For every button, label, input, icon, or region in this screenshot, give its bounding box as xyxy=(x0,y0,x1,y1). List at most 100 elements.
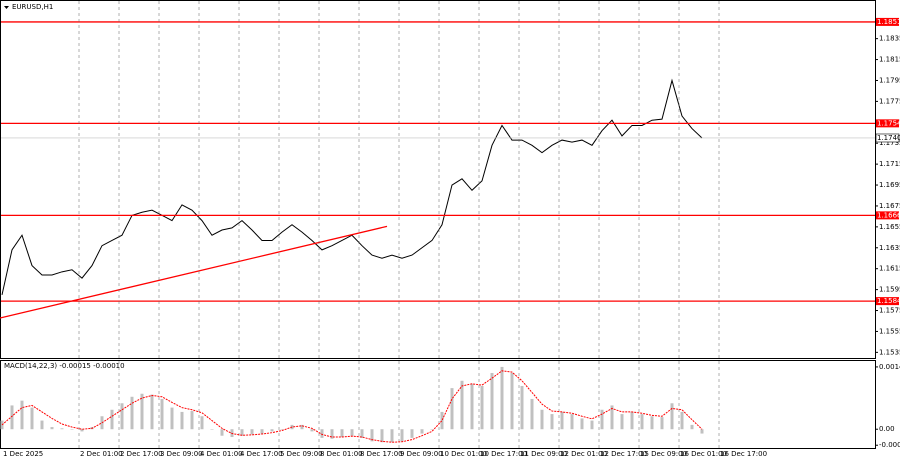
trend-line xyxy=(0,225,388,319)
macd-bar xyxy=(640,414,644,430)
macd-pane xyxy=(0,360,876,449)
macd-bar xyxy=(450,388,454,430)
time-label: 10 Dec 17:00 xyxy=(480,450,527,458)
macd-bar xyxy=(80,429,84,432)
time-label: 1 Dec 2025 xyxy=(3,450,43,458)
macd-bar xyxy=(280,429,284,430)
time-label: 11 Dec 09:00 xyxy=(520,450,567,458)
macd-bar xyxy=(600,409,604,430)
macd-bar xyxy=(60,428,64,430)
macd-bar xyxy=(560,411,564,430)
macd-bar xyxy=(30,407,34,430)
y-tick-label: 1.1735 xyxy=(879,139,900,147)
macd-bar xyxy=(390,429,394,443)
y-tick-label: 1.1815 xyxy=(879,56,900,64)
y-tick-label: 0.00144 xyxy=(879,363,900,371)
current-price-box xyxy=(875,133,900,143)
macd-bar xyxy=(20,400,24,430)
y-tick-label: 1.1655 xyxy=(879,223,900,231)
macd-bar xyxy=(130,396,134,430)
macd-bar xyxy=(240,429,244,436)
macd-bar xyxy=(260,429,264,434)
y-tick-label: 0.00 xyxy=(879,425,895,433)
level-label-box xyxy=(876,297,899,306)
macd-bar xyxy=(590,420,594,430)
y-tick-label: 1.1575 xyxy=(879,307,900,315)
macd-bar xyxy=(160,398,164,430)
time-label: 3 Dec 09:00 xyxy=(160,450,203,458)
macd-bar xyxy=(270,429,274,432)
macd-bar xyxy=(360,429,364,438)
symbol-menu-icon[interactable] xyxy=(4,6,9,9)
y-tick-label: 1.1695 xyxy=(879,181,900,189)
macd-bar xyxy=(520,385,524,430)
macd-bar xyxy=(700,429,704,434)
time-label: 2 Dec 01:00 xyxy=(80,450,123,458)
macd-bar xyxy=(660,417,664,430)
macd-bar xyxy=(500,366,504,430)
macd-bar xyxy=(350,429,354,436)
level-label-box xyxy=(876,17,899,26)
macd-bar xyxy=(580,418,584,430)
time-label: 10 Dec 01:00 xyxy=(440,450,487,458)
level-label: 1.1754 xyxy=(877,119,900,127)
macd-bar xyxy=(610,405,614,430)
macd-bar xyxy=(530,398,534,430)
macd-bar xyxy=(310,429,314,432)
macd-bar xyxy=(120,403,124,430)
macd-bar xyxy=(680,411,684,430)
y-tick-label: 1.1555 xyxy=(879,327,900,335)
macd-bar xyxy=(40,420,44,430)
time-label: 12 Dec 17:00 xyxy=(600,450,647,458)
macd-bar xyxy=(620,414,624,430)
macd-bar xyxy=(480,385,484,430)
time-label: 8 Dec 01:00 xyxy=(320,450,363,458)
y-tick-label: 1.1795 xyxy=(879,76,900,84)
time-label: 9 Dec 09:00 xyxy=(400,450,443,458)
macd-bar xyxy=(380,429,384,443)
macd-bar xyxy=(210,429,214,430)
macd-bar xyxy=(220,429,224,436)
macd-bar xyxy=(540,409,544,430)
level-label: 1.1584 xyxy=(877,297,900,305)
macd-bar xyxy=(190,411,194,430)
macd-bar xyxy=(570,414,574,430)
macd-bar xyxy=(690,424,694,430)
time-label: 4 Dec 17:00 xyxy=(240,450,283,458)
y-tick-label: 1.1635 xyxy=(879,244,900,252)
macd-bar xyxy=(410,429,414,438)
macd-bar xyxy=(440,411,444,430)
macd-bar xyxy=(670,403,674,430)
level-label: 1.1851 xyxy=(877,18,900,26)
macd-bar xyxy=(340,429,344,438)
macd-bar xyxy=(630,411,634,430)
time-label: 16 Dec 17:00 xyxy=(720,450,767,458)
macd-bar xyxy=(250,429,254,435)
macd-title: MACD(14,22,3) -0.00015 -0.00010 xyxy=(4,362,125,370)
y-tick-label: 1.1675 xyxy=(879,202,900,210)
signal-line xyxy=(1,370,703,443)
y-tick-label: 1.1595 xyxy=(879,286,900,294)
macd-bar xyxy=(370,429,374,442)
macd-bar xyxy=(150,394,154,430)
macd-bar xyxy=(420,429,424,434)
time-label: 4 Dec 01:00 xyxy=(200,450,243,458)
time-label: 12 Dec 01:00 xyxy=(560,450,607,458)
macd-bar xyxy=(320,429,324,438)
macd-bar xyxy=(650,416,654,430)
y-tick-label: -0.00037 xyxy=(879,441,900,449)
macd-bar xyxy=(110,409,114,430)
macd-bar xyxy=(470,383,474,430)
y-tick-label: 1.1615 xyxy=(879,265,900,273)
level-label-box xyxy=(876,211,899,220)
price-pane xyxy=(0,0,876,359)
time-label: 2 Dec 17:00 xyxy=(120,450,163,458)
y-tick-label: 1.1715 xyxy=(879,160,900,168)
macd-bar xyxy=(550,414,554,430)
macd-bar xyxy=(70,429,74,430)
macd-bar xyxy=(510,372,514,430)
macd-bar xyxy=(460,380,464,430)
time-label: 8 Dec 17:00 xyxy=(360,450,403,458)
macd-bar xyxy=(490,372,494,430)
